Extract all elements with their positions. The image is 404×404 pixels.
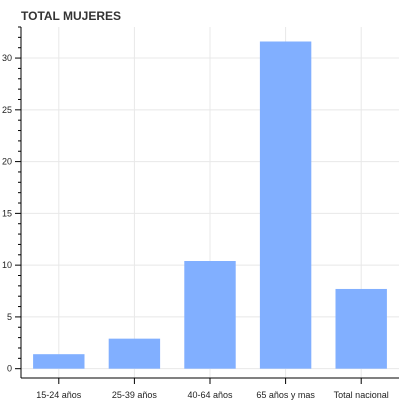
x-tick-label-2: 40-64 años	[187, 390, 233, 400]
y-tick-label-0: 0	[7, 364, 12, 374]
y-tick-label-30: 30	[2, 53, 12, 63]
bar-layer	[33, 41, 387, 369]
y-tick-label-25: 25	[2, 105, 12, 115]
x-tick-label-0: 15-24 años	[36, 390, 82, 400]
x-tick-label-1: 25-39 años	[112, 390, 158, 400]
y-tick-label-10: 10	[2, 260, 12, 270]
y-tick-label-5: 5	[7, 312, 12, 322]
chart-title: TOTAL MUJERES	[21, 9, 121, 23]
bar-0	[33, 354, 85, 369]
y-tick-label-20: 20	[2, 157, 12, 167]
x-tick-label-4: Total nacional	[334, 390, 389, 400]
bar-1	[108, 338, 161, 369]
bar-4	[335, 288, 387, 369]
axis-layer: 0 5 10 15 20 25 30 15-24 años 25-39 años 40-64 añ…	[2, 26, 399, 400]
bar-3	[259, 41, 312, 369]
y-tick-label-15: 15	[2, 208, 12, 218]
x-tick-label-3: 65 años y mas	[256, 390, 315, 400]
bar-2	[184, 261, 236, 369]
